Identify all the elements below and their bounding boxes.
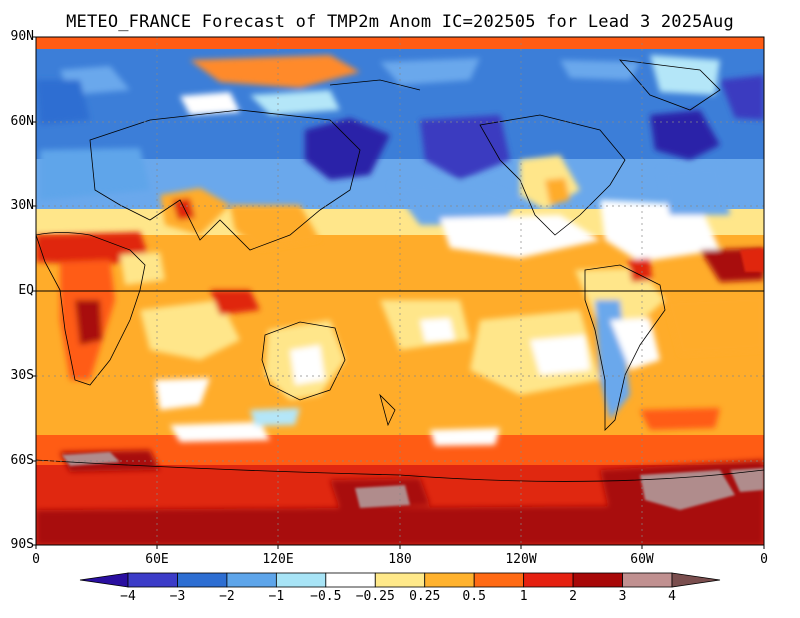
colorbar-swatch [127, 572, 178, 588]
lat-label: EQ [18, 283, 34, 298]
lon-label: 60E [145, 552, 169, 567]
colorbar-swatch [226, 572, 277, 588]
colorbar-label: −0.5 [310, 589, 342, 604]
colorbar-label: 2 [569, 589, 577, 604]
lat-label: 60S [10, 453, 34, 468]
colorbar-label: −0.25 [355, 589, 395, 604]
anomaly-field [36, 37, 764, 545]
lon-label: 60W [630, 552, 654, 567]
colorbar-label: −1 [268, 589, 285, 604]
colorbar-swatch [177, 572, 228, 588]
lon-label: 120W [505, 552, 537, 567]
lat-label: 30S [10, 368, 34, 383]
lon-label: 0 [760, 552, 768, 567]
lat-label: 30N [10, 198, 34, 213]
map-title: METEO_FRANCE Forecast of TMP2m Anom IC=2… [66, 12, 734, 32]
colorbar-swatch [523, 572, 574, 588]
lat-label: 60N [10, 114, 34, 129]
colorbar [79, 572, 721, 588]
colorbar-label: 0.25 [409, 589, 441, 604]
colorbar-swatch [473, 572, 525, 588]
lon-label: 120E [262, 552, 294, 567]
lat-label: 90N [10, 29, 34, 44]
colorbar-label: 4 [668, 589, 676, 604]
colorbar-swatch [275, 572, 327, 588]
colorbar-label: 1 [519, 589, 528, 604]
colorbar-swatch [671, 572, 721, 588]
lat-label: 90S [10, 537, 34, 552]
colorbar-swatch [374, 572, 426, 588]
lon-label: 0 [32, 552, 40, 567]
colorbar-label: 3 [618, 589, 627, 604]
colorbar-swatch [79, 572, 129, 588]
colorbar-swatch [325, 572, 376, 588]
colorbar-swatch [572, 572, 623, 588]
colorbar-swatch [622, 572, 673, 588]
colorbar-label: −2 [219, 589, 235, 604]
colorbar-label: −3 [169, 589, 186, 604]
lon-label: 180 [388, 552, 412, 567]
colorbar-swatch [424, 572, 475, 588]
colorbar-label: −4 [120, 589, 136, 604]
axis-ticks [32, 36, 765, 549]
colorbar-label: 0.5 [462, 589, 486, 604]
